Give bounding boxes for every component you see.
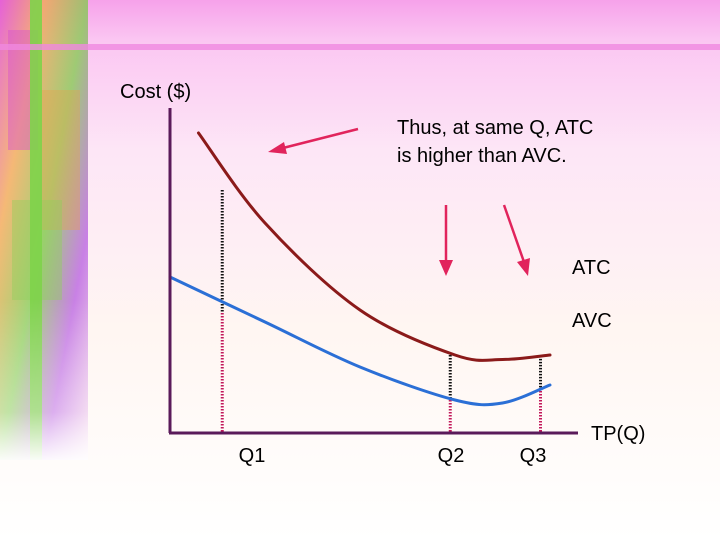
annotation-line-2: is higher than AVC. xyxy=(397,145,567,167)
series-label-avc: AVC xyxy=(572,310,612,332)
x-tick-label-q1: Q1 xyxy=(239,445,266,467)
decorative-top-band xyxy=(0,44,720,50)
x-tick-label-q3: Q3 xyxy=(520,445,547,467)
decorative-texture-strip xyxy=(0,0,88,460)
annotation-arrow-q2 xyxy=(439,205,453,276)
x-axis-label: TP(Q) xyxy=(591,423,645,445)
annotation-arrow-q3 xyxy=(502,204,530,276)
x-tick-label-q2: Q2 xyxy=(438,445,465,467)
plot-area xyxy=(168,131,552,433)
series-line-atc xyxy=(197,131,552,362)
annotation-arrow-left xyxy=(268,127,359,154)
series-label-atc: ATC xyxy=(572,257,611,279)
series-line-avc xyxy=(168,275,552,407)
y-axis-label: Cost ($) xyxy=(120,81,191,103)
annotation-line-1: Thus, at same Q, ATC xyxy=(397,117,593,139)
